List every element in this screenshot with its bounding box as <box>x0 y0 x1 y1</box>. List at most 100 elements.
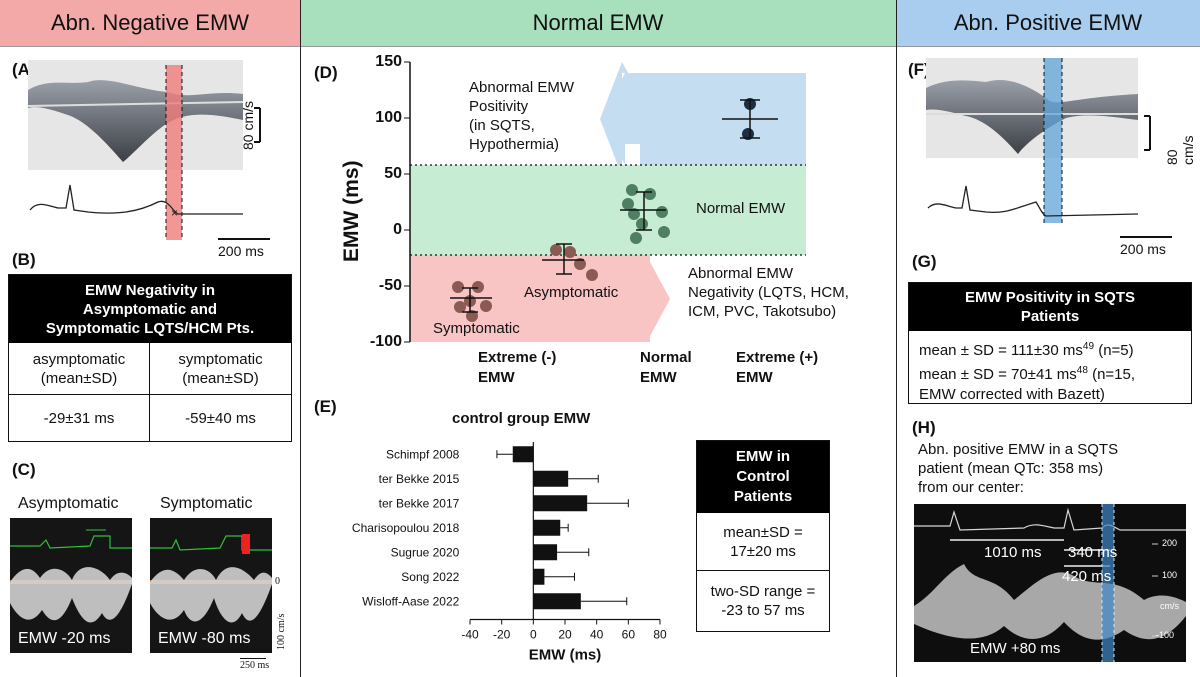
panel-g-line1: mean ± SD = 111±30 ms49 (n=5) <box>919 341 1134 359</box>
bar-3 <box>533 519 561 536</box>
asymptomatic-label: Asymptomatic <box>524 284 619 301</box>
panel-c-left-title: Asymptomatic <box>18 495 119 512</box>
zone-normal <box>410 165 806 255</box>
ecg-trace <box>29 184 243 215</box>
panel-b-col2-header: symptomatic (mean±SD) <box>150 343 291 395</box>
bar-0 <box>512 446 534 463</box>
panel-h-m3: 420 ms <box>1062 568 1112 585</box>
control-mean: mean±SD = 17±20 ms <box>697 513 829 571</box>
column-divider-left <box>300 0 301 677</box>
category-label-2: ter Bekke 2017 <box>379 496 460 510</box>
header-positive: Abn. Positive EMW <box>896 0 1200 47</box>
panel-b-title-line1: EMW Negativity in <box>84 281 215 299</box>
panel-h-axis-200: 200 <box>1162 538 1178 548</box>
panel-f-doppler <box>926 58 1151 223</box>
xcat-normal: Normal EMW <box>640 349 692 386</box>
panel-b-col2-value: -59±40 ms <box>185 409 256 427</box>
panel-d-y-ticks <box>404 61 410 343</box>
panel-d-ytick-m50: -50 <box>378 277 402 294</box>
panel-f-time-scale-bar <box>1120 236 1172 238</box>
panel-d-ylabel: EMW (ms) <box>340 160 363 263</box>
xcat-extreme-negative: Extreme (-) EMW <box>478 349 557 386</box>
panel-d-ytick-0: 0 <box>393 221 402 238</box>
panel-a-time-scale: 200 ms <box>218 243 264 259</box>
panel-b-title: EMW Negativity in Asymptomatic and Sympt… <box>9 275 291 343</box>
positivity-annotation: Abnormal EMW Positivity (in SQTS, Hypoth… <box>469 79 575 153</box>
x-tick-label-1: -20 <box>493 628 511 642</box>
panel-h-axis-m100: -100 <box>1156 630 1175 640</box>
panel-e-label: (E) <box>314 397 337 416</box>
arrow-negative <box>650 262 670 336</box>
control-range: two-SD range = -23 to 57 ms <box>710 583 816 619</box>
panel-g-title: EMW Positivity in SQTS Patients <box>909 283 1191 331</box>
asymptomatic-points <box>550 244 598 281</box>
header-positive-text: Abn. Positive EMW <box>953 10 1143 35</box>
panel-c-echo-right <box>150 518 272 653</box>
panel-c-label: (C) <box>12 460 36 479</box>
header-negative-text: Abn. Negative EMW <box>50 10 250 35</box>
panel-f-velocity-scale: 80 cm/s <box>1164 135 1196 165</box>
x-tick-label-0: -40 <box>461 628 479 642</box>
x-tick-label-6: 80 <box>653 628 667 642</box>
panel-c-hscale-bar <box>240 658 266 659</box>
panel-d-ytick-150: 150 <box>375 53 402 70</box>
x-tick-label-3: 20 <box>558 628 572 642</box>
bar-5 <box>533 568 545 585</box>
panel-c-left-emw: EMW -20 ms <box>18 630 111 647</box>
control-patients-box: EMW in Control Patients mean±SD = 17±20 … <box>696 440 830 632</box>
velocity-scale-bar <box>254 107 261 143</box>
emw-window-negative <box>166 65 182 240</box>
xcat-extreme-positive: Extreme (+) EMW <box>736 349 819 386</box>
panel-h-echo <box>914 504 1186 662</box>
panel-b-label: (B) <box>12 250 36 269</box>
panel-h-axis-100: 100 <box>1162 570 1178 580</box>
category-label-6: Wisloff-Aase 2022 <box>362 594 459 608</box>
panel-h-label: (H) <box>912 418 936 437</box>
panel-c-vscale: 100 cm/s <box>276 613 287 650</box>
x-tick-label-2: 0 <box>530 628 537 642</box>
panel-d-plot <box>404 61 806 343</box>
panel-b-title-line3: Symptomatic LQTS/HCM Pts. <box>45 319 255 337</box>
panel-f-label: (F) <box>908 60 930 79</box>
panel-h-axis-unit: cm/s <box>1160 601 1179 611</box>
panel-c-hscale: 250 ms <box>240 660 270 671</box>
chart-title: control group EMW <box>452 410 591 427</box>
panel-d-label: (D) <box>314 63 338 82</box>
panel-g-label: (G) <box>912 252 937 271</box>
panel-a-doppler: × <box>28 60 261 240</box>
negativity-annotation: Abnormal EMW Negativity (LQTS, HCM, ICM,… <box>688 265 849 320</box>
panel-g-stats: mean ± SD = 111±30 ms49 (n=5) mean ± SD … <box>919 337 1135 405</box>
normal-emw-label: Normal EMW <box>696 200 786 217</box>
panel-b-col1-header: asymptomatic (mean±SD) <box>9 343 150 395</box>
emw-window-patient <box>1102 504 1114 662</box>
bar-1 <box>533 470 569 487</box>
category-label-1: ter Bekke 2015 <box>379 472 460 486</box>
svg-text:×: × <box>171 206 178 220</box>
panel-d-ytick-m100: -100 <box>369 333 402 350</box>
panel-g-line3: EMW corrected with Bazett) <box>919 386 1105 403</box>
category-label-0: Schimpf 2008 <box>386 447 460 461</box>
panel-g-line2: mean ± SD = 70±41 ms48 (n=15, <box>919 365 1136 383</box>
panel-a-time-scale-bar <box>218 238 270 240</box>
doppler-spectrum <box>28 80 243 162</box>
header-normal: Normal EMW <box>300 0 896 47</box>
category-label-3: Charisopoulou 2018 <box>352 521 460 535</box>
column-divider-right <box>896 0 897 677</box>
panel-c-right-title: Symptomatic <box>160 495 253 512</box>
panel-c-right-emw: EMW -80 ms <box>158 630 251 647</box>
panel-h-m2: 340 ms <box>1068 544 1118 561</box>
category-label-4: Sugrue 2020 <box>391 545 460 559</box>
header-negative: Abn. Negative EMW <box>0 0 300 47</box>
panel-c-echo-left <box>10 518 132 653</box>
doppler-baseline <box>28 101 244 107</box>
x-axis-label: EMW (ms) <box>529 647 602 664</box>
symptomatic-label: Symptomatic <box>433 320 520 337</box>
panel-d-ytick-100: 100 <box>375 109 402 126</box>
panel-h-caption: Abn. positive EMW in a SQTS patient (mea… <box>918 441 1119 496</box>
panel-d-ytick-50: 50 <box>384 165 402 182</box>
emw-window-positive <box>1044 58 1062 223</box>
bar-2 <box>533 495 588 512</box>
panel-g-box: EMW Positivity in SQTS Patients mean ± S… <box>908 282 1192 404</box>
panel-b-title-line2: Asymptomatic and <box>82 300 218 318</box>
x-tick-label-4: 40 <box>590 628 604 642</box>
